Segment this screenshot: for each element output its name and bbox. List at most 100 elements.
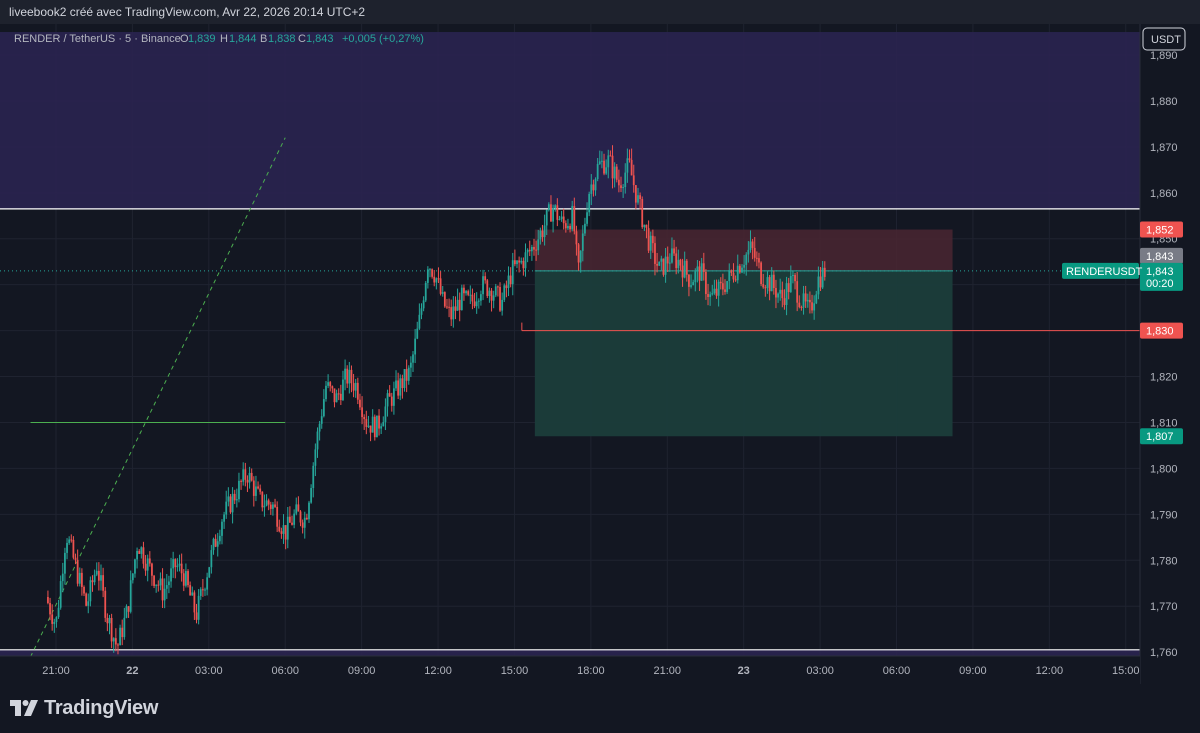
candle-body xyxy=(772,274,775,289)
candle-body xyxy=(246,479,249,483)
time-tick-label: 22 xyxy=(126,665,138,677)
candle-body xyxy=(153,575,155,586)
candle-body xyxy=(482,276,484,295)
time-tick-label: 12:00 xyxy=(1036,665,1064,677)
candle-body xyxy=(800,306,803,308)
candle-body xyxy=(607,155,610,168)
candle-body xyxy=(458,299,461,311)
candle-body xyxy=(639,195,642,199)
candle-body xyxy=(189,585,192,596)
candle-body xyxy=(66,542,68,553)
price-tick-label: 1,860 xyxy=(1150,188,1178,200)
candle-body xyxy=(700,263,703,281)
candle-body xyxy=(535,249,538,251)
candle-body xyxy=(57,607,60,618)
candle-body xyxy=(690,285,692,287)
axis-layer: 1,8901,8801,8701,8601,8501,8401,8301,820… xyxy=(0,24,1200,684)
candle-body xyxy=(159,578,162,586)
price-chart[interactable]: 1,8901,8801,8701,8601,8501,8401,8301,820… xyxy=(0,24,1200,684)
candle-body xyxy=(681,265,684,278)
candle-body xyxy=(615,166,618,180)
candle-body xyxy=(210,550,213,568)
candle-body xyxy=(477,300,480,302)
candle-body xyxy=(721,283,724,290)
candle-body xyxy=(155,584,158,586)
currency-button[interactable]: USDT xyxy=(1151,34,1181,46)
candle-body xyxy=(760,262,762,285)
candle-body xyxy=(603,160,605,174)
legend-layer: RENDER / TetherUS · 5 · Binance O 1,839 H 1,… xyxy=(14,33,424,45)
candle-body xyxy=(53,622,56,624)
candle-body xyxy=(620,185,622,189)
legend-open-value: 1,839 xyxy=(188,33,216,45)
candle-body xyxy=(503,285,506,300)
candle-body xyxy=(817,276,820,295)
candle-body xyxy=(320,416,323,424)
candle-body xyxy=(622,187,625,189)
candle-body xyxy=(110,617,113,642)
candle-body xyxy=(516,260,518,265)
candle-body xyxy=(715,288,718,296)
candle-body xyxy=(806,299,809,302)
candle-body xyxy=(586,212,588,224)
candles-layer xyxy=(47,145,826,655)
candle-body xyxy=(176,565,179,568)
candle-body xyxy=(811,302,813,311)
time-tick-label: 03:00 xyxy=(195,665,223,677)
price-axis-background xyxy=(1140,24,1200,684)
candle-body xyxy=(711,293,714,295)
candle-body xyxy=(543,225,546,238)
candle-body xyxy=(193,592,196,613)
candle-body xyxy=(647,228,650,251)
candle-body xyxy=(121,627,124,638)
candle-body xyxy=(698,266,701,281)
candle-body xyxy=(208,567,211,578)
candle-body xyxy=(709,294,712,298)
candle-body xyxy=(161,578,164,601)
candle-body xyxy=(284,525,287,540)
candle-body xyxy=(201,589,204,591)
candle-body xyxy=(588,193,591,213)
candle-body xyxy=(533,246,535,250)
candle-body xyxy=(305,517,308,520)
candle-body xyxy=(668,262,671,264)
candle-body xyxy=(418,314,421,329)
candle-body xyxy=(157,584,160,586)
candle-body xyxy=(123,617,126,638)
candle-body xyxy=(509,275,512,285)
candle-body xyxy=(675,253,678,269)
candle-body xyxy=(310,488,313,503)
candle-body xyxy=(365,419,368,427)
last-price-tag: 1,843 xyxy=(1146,266,1174,278)
tradingview-logo[interactable]: TradingView xyxy=(10,697,158,719)
ask-price-tag-bg xyxy=(1140,247,1183,264)
candle-body xyxy=(231,493,234,513)
candle-body xyxy=(72,539,75,558)
candle-body xyxy=(89,580,92,602)
candle-body xyxy=(276,506,279,527)
candle-body xyxy=(507,275,510,289)
candle-body xyxy=(384,406,387,423)
candle-body xyxy=(499,287,501,311)
candle-body xyxy=(416,328,419,339)
chart-caption: liveebook2 créé avec TradingView.com, Av… xyxy=(9,5,366,19)
target-price-tag-bg xyxy=(1140,428,1183,445)
candle-body xyxy=(274,504,276,507)
candle-body xyxy=(783,298,786,305)
candle-body xyxy=(605,167,608,174)
candle-body xyxy=(598,161,601,164)
candle-body xyxy=(218,535,221,542)
candle-body xyxy=(93,574,96,583)
candle-body xyxy=(664,256,667,275)
candle-body xyxy=(293,513,296,525)
candle-body xyxy=(758,258,760,263)
level-price-tag-bg xyxy=(1140,322,1183,339)
candle-body xyxy=(630,159,633,176)
candle-body xyxy=(322,399,325,417)
candle-body xyxy=(386,393,389,407)
candle-body xyxy=(528,249,531,252)
candle-body xyxy=(753,247,756,258)
candle-body xyxy=(751,241,754,248)
candle-body xyxy=(269,504,272,509)
candle-body xyxy=(267,500,270,505)
